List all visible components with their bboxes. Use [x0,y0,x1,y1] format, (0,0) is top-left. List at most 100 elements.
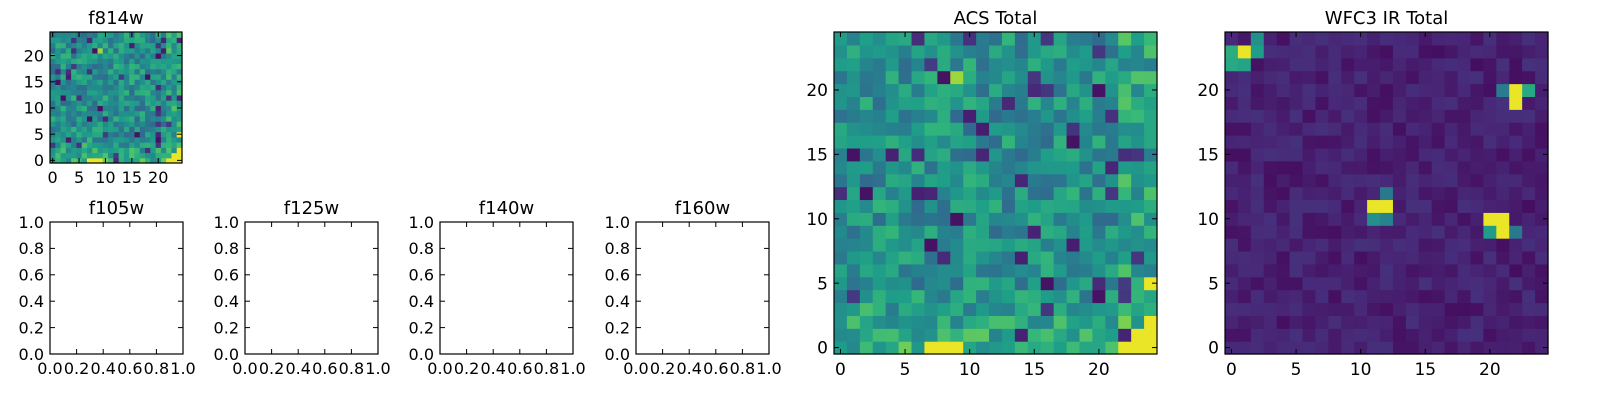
heatmap-cell [846,160,861,175]
heatmap-cell [937,83,951,97]
heatmap-cell [60,42,67,49]
heatmap-cell [976,263,990,278]
heatmap-cell [898,83,913,97]
heatmap-cell [1328,263,1342,278]
heatmap-cell [1225,109,1239,123]
heatmap-cell [859,109,874,123]
heatmap-cell [859,250,874,265]
heatmap-cell [1509,199,1523,213]
heatmap-cell [1509,44,1523,59]
heatmap-cell [1014,147,1029,162]
heatmap-cell [1522,70,1536,85]
heatmap-cell [139,121,146,127]
heatmap-cell [1470,328,1484,342]
heatmap-cell [55,121,62,127]
heatmap-cell [97,147,104,154]
heatmap-cell [1289,70,1304,85]
heatmap-cell [1535,341,1549,355]
heatmap-cell [92,157,99,164]
heatmap-cell [1405,199,1420,213]
heatmap-cell [129,68,136,75]
heatmap-cell [81,79,88,85]
heatmap-cell [129,58,136,65]
heatmap-cell [160,32,167,38]
heatmap-cell [139,63,146,70]
heatmap-cell [898,57,913,72]
heatmap-cell [924,32,938,46]
heatmap-cell [60,84,67,91]
heatmap-cell [166,52,173,59]
heatmap-cell [1328,315,1342,329]
heatmap-cell [1250,83,1265,97]
heatmap-cell [1302,44,1317,59]
heatmap-cell [1105,147,1119,162]
y-tick-label: 10 [1197,210,1219,230]
heatmap-cell [1315,83,1329,97]
heatmap-cell [1483,186,1497,201]
heatmap-cell [108,157,114,164]
heatmap-cell [171,58,178,65]
heatmap-cell [911,199,926,213]
heatmap-cell [166,152,173,159]
heatmap-cell [1092,44,1106,59]
heatmap-cell [76,94,83,101]
heatmap-cell [166,79,173,85]
heatmap-cell [65,136,72,143]
x-tick-label: 0.8 [730,359,755,378]
heatmap-cell [1263,160,1278,175]
heatmap-cell [1250,302,1265,316]
heatmap-cell [1341,173,1355,188]
heatmap-cell [1092,96,1106,110]
panel-title: f814w [88,8,143,29]
heatmap-cell [1328,109,1342,123]
heatmap-cell [60,121,67,127]
heatmap-cell [97,94,104,101]
heatmap-cell [859,289,874,304]
heatmap-cell [1092,302,1106,316]
heatmap-cell [1014,70,1029,85]
y-tick-label: 0.0 [409,345,434,364]
heatmap-cell [118,115,125,122]
heatmap-cell [1367,135,1381,149]
heatmap-cell [76,58,83,65]
heatmap-cell [1276,199,1291,213]
heatmap-cell [1001,263,1016,278]
heatmap-cell [1444,238,1459,252]
heatmap-cell [834,83,848,97]
heatmap-cell [71,115,77,122]
heatmap-cell [1263,276,1278,291]
heatmap-cell [872,122,887,136]
heatmap-cell [1535,135,1549,149]
heatmap-cell [898,225,913,239]
heatmap-cell [1118,341,1132,355]
heatmap-cell [1131,135,1145,149]
heatmap-cell [1144,32,1158,46]
heatmap-cell [1535,32,1549,46]
heatmap-cell [885,83,900,97]
x-tick-label: 0.8 [534,359,559,378]
heatmap-cell [150,32,157,38]
heatmap-cell [1014,263,1029,278]
heatmap-cell [1105,289,1119,304]
heatmap-cell [65,110,72,117]
heatmap-cell [71,147,77,154]
heatmap-cell [1118,147,1132,162]
heatmap-cell [1225,289,1239,304]
heatmap-cell [1225,32,1239,46]
heatmap-cell [859,96,874,110]
heatmap-cell [1131,263,1145,278]
heatmap-cell [71,79,77,85]
heatmap-cell [1144,289,1158,304]
heatmap-cell [150,110,157,117]
heatmap-cell [1092,135,1106,149]
heatmap-cell [1250,135,1265,149]
heatmap-cell [102,142,109,148]
heatmap-cell [911,212,926,226]
heatmap-cell [108,63,114,70]
heatmap-cell [1315,32,1329,46]
heatmap-cell [911,57,926,72]
heatmap-cell [108,37,114,44]
heatmap-cell [1276,225,1291,239]
heatmap-cell [924,57,938,72]
heatmap-cell [113,136,120,143]
